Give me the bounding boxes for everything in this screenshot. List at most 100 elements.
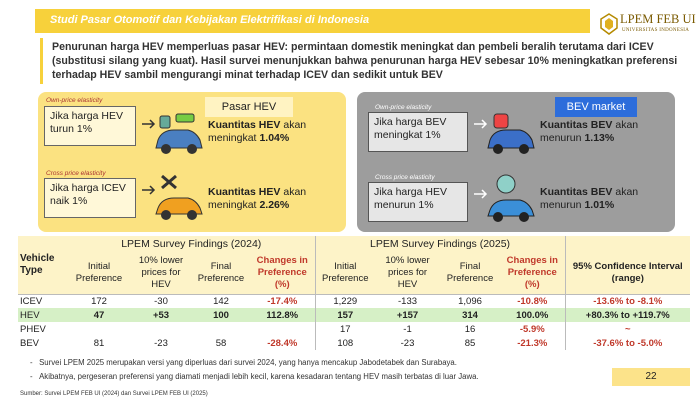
table-cell: -10.8% — [500, 294, 566, 308]
table-cell: 1,229 — [333, 295, 358, 307]
table-row: ICEV 172 -30 142 -17.4% 1,229 -133 1,096 -10.8% -… — [18, 294, 690, 308]
row-label: PHEV — [20, 323, 46, 335]
table-cell: -13.6% to -8.1% — [593, 295, 663, 307]
illustrations — [474, 113, 535, 222]
elasticity-label: Own-price elasticity — [46, 97, 103, 104]
accent-bar — [40, 38, 43, 84]
condition-line: turun 1% — [50, 123, 93, 135]
column-header: Changes in Preference (%) — [250, 252, 316, 295]
table-cell: 108 — [337, 337, 354, 349]
column-header: Final Preference — [440, 252, 501, 295]
table-cell: 17 — [339, 323, 351, 335]
table-cell: 314 — [462, 309, 478, 321]
column-header: Initial Preference — [315, 252, 376, 295]
table-cell: 100 — [213, 309, 229, 321]
note: - Survei LPEM 2025 merupakan versi yang … — [30, 358, 457, 367]
source: Sumber: Survei LPEM FEB UI (2024) dan Su… — [20, 391, 208, 397]
table-cell — [68, 322, 130, 336]
result-text: Kuantitas HEV — [208, 119, 281, 131]
result: Kuantitas BEV akan menurun 1.01% — [540, 186, 638, 212]
group-header-row: Vehicle Type LPEM Survey Findings (2024) L… — [18, 236, 691, 295]
table-row: BEV 81 -23 58 -28.4% 108 -23 85 -21.3% -37.6% to … — [18, 336, 690, 350]
result-text: akan — [283, 119, 307, 131]
condition-line: Jika harga HEV — [50, 110, 123, 122]
result-text: meningkat — [208, 199, 257, 211]
result-text: Kuantitas BEV — [540, 186, 613, 198]
table-cell: 58 — [215, 337, 227, 349]
result-text: 2.26% — [259, 199, 290, 211]
table-cell: -23 — [400, 337, 415, 349]
table-cell: +80.3% to +119.7% — [585, 309, 670, 321]
result-text: 1.04% — [259, 132, 290, 144]
group-header: LPEM Survey Findings (2025) — [315, 236, 566, 252]
result-text: menurun — [540, 199, 582, 211]
table-cell: -17.4% — [250, 294, 316, 308]
header-cell: Vehicle Type — [18, 236, 68, 295]
table-cell: 47 — [93, 309, 105, 321]
column-header: 10% lower prices for HEV — [375, 252, 441, 295]
condition-line: meningkat 1% — [374, 129, 441, 141]
table-cell: -21.3% — [500, 336, 566, 350]
header-cell — [565, 236, 690, 252]
page-number: 22 — [612, 368, 690, 386]
logo-subtext: UNIVERSITAS INDONESIA — [622, 28, 690, 33]
column-header: 10% lower prices for HEV — [130, 252, 192, 295]
table-cell: 142 — [213, 295, 229, 307]
intro-text: Penurunan harga HEV memperluas pasar HEV… — [52, 41, 678, 81]
table-cell: +157 — [396, 309, 419, 321]
result: Kuantitas BEV akan menurun 1.13% — [540, 119, 638, 145]
illustrations — [142, 113, 203, 220]
note: - Akibatnya, pergeseran preferensi yang … — [30, 372, 479, 381]
note-text: Survei LPEM 2025 merupakan versi yang di… — [39, 358, 457, 367]
table-cell: -30 — [154, 295, 168, 307]
table-cell: -37.6% to -5.0% — [593, 337, 663, 349]
result-text: akan — [283, 186, 307, 198]
column-header: Changes in Preference (%) — [500, 252, 566, 295]
header-bar — [35, 9, 590, 33]
table-cell: -1 — [403, 323, 412, 335]
result-text: 1.01% — [584, 199, 615, 211]
header-title: Studi Pasar Otomotif dan Kebijakan Elekt… — [50, 14, 370, 26]
table-cell: +53 — [152, 309, 170, 321]
table-cell — [250, 322, 316, 336]
note-text: Akibatnya, pergeseran preferensi yang di… — [39, 372, 479, 381]
row-label: HEV — [20, 309, 40, 321]
table-row: PHEV 17 -1 16 -5.9% ~ — [18, 322, 690, 336]
panel-title: BEV market — [555, 97, 637, 117]
table-cell: -5.9% — [500, 322, 566, 336]
column-header: Final Preference — [192, 252, 250, 295]
result: Kuantitas HEV akan meningkat 1.04% — [208, 119, 306, 145]
table-cell: -133 — [398, 295, 418, 307]
group-header: LPEM Survey Findings (2024) — [68, 236, 316, 252]
elasticity-label: Cross price elasticity — [375, 174, 435, 181]
result: Kuantitas HEV akan meningkat 2.26% — [208, 186, 306, 212]
column-header-row: Initial Preference 10% lower prices for H… — [18, 252, 691, 295]
table-cell: 157 — [337, 309, 354, 321]
table-row: HEV 47 +53 100 112.8% 157 +157 314 100.0% +80.3% … — [18, 308, 691, 322]
result-text: Kuantitas HEV — [208, 186, 281, 198]
result-text: akan — [615, 119, 639, 131]
table-cell: -28.4% — [250, 336, 316, 350]
panel-title: Pasar HEV — [205, 97, 293, 117]
row-label: BEV — [20, 337, 40, 349]
condition-line: naik 1% — [50, 195, 88, 207]
column-header: 95% Confidence Interval (range) — [565, 252, 691, 295]
elasticity-label: Own-price elasticity — [375, 104, 432, 111]
result-text: meningkat — [208, 132, 257, 144]
condition-box: Jika harga BEV meningkat 1% — [368, 112, 468, 152]
table-cell: 172 — [91, 295, 107, 307]
table-cell: 112.8% — [250, 308, 316, 322]
table-cell: 85 — [464, 337, 476, 349]
logo-text: LPEM FEB UI — [620, 12, 696, 26]
condition-box: Jika harga ICEV naik 1% — [44, 178, 136, 218]
condition-line: Jika harga BEV — [374, 116, 447, 128]
table-cell: 1,096 — [458, 295, 482, 307]
table-cell — [130, 322, 192, 336]
table-cell: -23 — [154, 337, 168, 349]
elasticity-label: Cross price elasticity — [46, 170, 106, 177]
table-cell: 100.0% — [500, 308, 566, 322]
table-cell — [192, 322, 250, 336]
logo-emblem — [600, 13, 618, 35]
result-text: 1.13% — [584, 132, 615, 144]
